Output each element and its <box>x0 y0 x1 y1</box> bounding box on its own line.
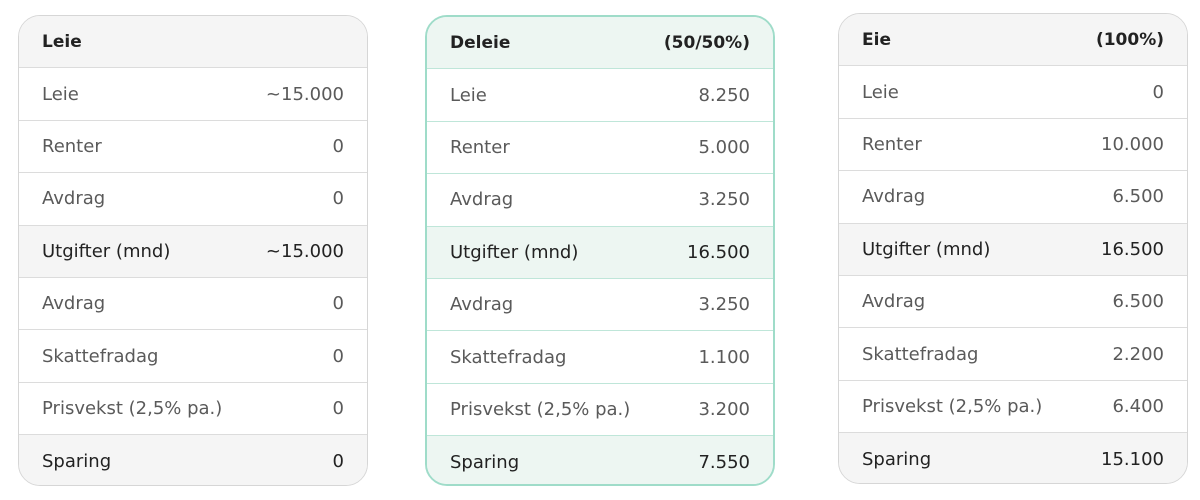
row-label: Prisvekst (2,5% pa.) <box>42 397 223 419</box>
row-value: 0 <box>332 450 344 472</box>
row-value: 7.550 <box>698 451 750 473</box>
table-row: Skattefradag 1.100 <box>427 331 773 384</box>
row-label: Avdrag <box>862 291 926 313</box>
card-header: Eie (100%) <box>839 14 1187 67</box>
table-row: Avdrag 6.500 <box>839 276 1187 329</box>
row-label: Avdrag <box>42 188 106 210</box>
table-row: Leie 8.250 <box>427 69 773 122</box>
row-label: Prisvekst (2,5% pa.) <box>862 395 1043 417</box>
row-label: Leie <box>862 81 899 103</box>
card-header: Leie <box>19 16 367 69</box>
row-value: 6.400 <box>1112 395 1164 417</box>
table-row: Utgifter (mnd) 16.500 <box>427 226 773 279</box>
row-label: Leie <box>42 83 79 105</box>
card-header: Deleie (50/50%) <box>427 17 773 70</box>
row-label: Skattefradag <box>862 343 979 365</box>
card-subtitle: (100%) <box>1095 29 1164 50</box>
row-value: 10.000 <box>1101 133 1164 155</box>
table-row: Utgifter (mnd) 16.500 <box>839 223 1187 276</box>
card-subtitle: (50/50%) <box>663 32 750 53</box>
row-value: 0 <box>332 293 344 315</box>
table-row: Sparing 7.550 <box>427 436 773 484</box>
row-value: 0 <box>1152 81 1164 103</box>
row-value: 0 <box>332 188 344 210</box>
row-value: 0 <box>332 135 344 157</box>
table-row: Sparing 15.100 <box>839 433 1187 483</box>
table-row: Avdrag 6.500 <box>839 171 1187 224</box>
row-label: Utgifter (mnd) <box>42 240 171 262</box>
table-row: Renter 10.000 <box>839 119 1187 172</box>
row-label: Utgifter (mnd) <box>862 238 991 260</box>
card-title: Deleie <box>450 32 511 53</box>
table-row: Leie ~15.000 <box>19 68 367 121</box>
row-label: Sparing <box>862 448 932 470</box>
row-value: 6.500 <box>1112 291 1164 313</box>
table-row: Skattefradag 0 <box>19 330 367 383</box>
table-row: Prisvekst (2,5% pa.) 6.400 <box>839 381 1187 434</box>
table-row: Avdrag 3.250 <box>427 174 773 227</box>
row-label: Sparing <box>42 450 112 472</box>
row-label: Avdrag <box>862 186 926 208</box>
table-row: Sparing 0 <box>19 435 367 485</box>
row-value: 6.500 <box>1112 186 1164 208</box>
table-row: Avdrag 0 <box>19 278 367 331</box>
row-label: Renter <box>450 136 510 158</box>
table-row: Renter 5.000 <box>427 122 773 175</box>
table-row: Prisvekst (2,5% pa.) 3.200 <box>427 384 773 437</box>
table-row: Leie 0 <box>839 66 1187 119</box>
row-label: Renter <box>42 135 102 157</box>
row-value: 1.100 <box>698 346 750 368</box>
card-leie: Leie Leie ~15.000 Renter 0 Avdrag 0 Utgifter (m… <box>18 15 368 486</box>
table-row: Utgifter (mnd) ~15.000 <box>19 225 367 278</box>
row-value: 16.500 <box>687 241 750 263</box>
row-label: Sparing <box>450 451 520 473</box>
row-label: Skattefradag <box>450 346 567 368</box>
card-title: Eie <box>862 29 891 50</box>
row-value: 3.200 <box>698 398 750 420</box>
row-label: Avdrag <box>450 189 514 211</box>
row-value: 16.500 <box>1101 238 1164 260</box>
row-value: 3.250 <box>698 294 750 316</box>
row-value: 15.100 <box>1101 448 1164 470</box>
row-value: 5.000 <box>698 136 750 158</box>
row-label: Utgifter (mnd) <box>450 241 579 263</box>
table-row: Skattefradag 2.200 <box>839 328 1187 381</box>
row-value: 3.250 <box>698 189 750 211</box>
row-label: Prisvekst (2,5% pa.) <box>450 398 631 420</box>
card-deleie: Deleie (50/50%) Leie 8.250 Renter 5.000 Avdrag… <box>425 15 775 486</box>
row-label: Skattefradag <box>42 345 159 367</box>
card-title: Leie <box>42 31 82 52</box>
row-label: Renter <box>862 133 922 155</box>
row-value: ~15.000 <box>265 240 344 262</box>
table-row: Prisvekst (2,5% pa.) 0 <box>19 383 367 436</box>
row-value: ~15.000 <box>265 83 344 105</box>
table-row: Avdrag 0 <box>19 173 367 226</box>
table-row: Renter 0 <box>19 121 367 174</box>
row-label: Avdrag <box>42 293 106 315</box>
card-eie: Eie (100%) Leie 0 Renter 10.000 Avdrag 6.500 Utg… <box>838 13 1188 484</box>
row-value: 0 <box>332 345 344 367</box>
table-row: Avdrag 3.250 <box>427 279 773 332</box>
row-label: Leie <box>450 84 487 106</box>
row-label: Avdrag <box>450 294 514 316</box>
row-value: 0 <box>332 397 344 419</box>
row-value: 8.250 <box>698 84 750 106</box>
row-value: 2.200 <box>1112 343 1164 365</box>
